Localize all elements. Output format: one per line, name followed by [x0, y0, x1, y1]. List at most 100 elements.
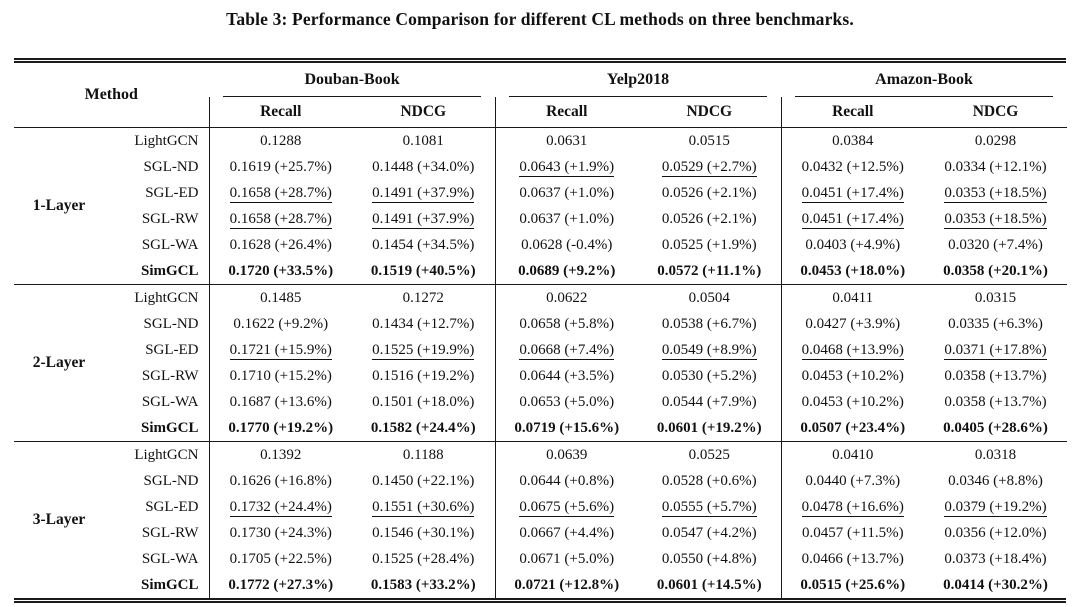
metric-value: 0.1619 (+25.7%): [208, 154, 353, 180]
table-row: SGL-RW 0.1658 (+28.7%) 0.1491 (+37.9%) 0.06…: [14, 206, 1067, 232]
method-name: SimGCL: [141, 419, 199, 436]
metric-value: 0.1622 (+9.2%): [208, 311, 353, 337]
underlined-metric-value: 0.0549 (+8.9%): [661, 341, 757, 360]
metric-value: 0.1485: [208, 284, 353, 311]
metric-value: 0.0504: [638, 284, 782, 311]
underlined-metric-value: 0.1551 (+30.6%): [372, 498, 475, 517]
metric-value: 0.0515 (+25.6%): [780, 572, 925, 598]
table-row: 1-Layer LightGCN 0.1288 0.1081 0.0631 0.0515 0…: [14, 127, 1067, 214]
layer-label: 2-Layer: [14, 284, 104, 442]
metric-value: 0.0384: [780, 127, 925, 154]
performance-table-frame: Method Douban-Book Yelp2018 Amazon-Book …: [14, 58, 1068, 603]
metric-value: 0.0315: [924, 284, 1068, 311]
metric-value: 0.1525 (+28.4%): [372, 550, 475, 567]
metric-value: 0.0631: [494, 127, 639, 154]
underlined-metric-value: 0.0353 (+18.5%): [944, 184, 1047, 203]
metric-value: 0.1519 (+40.5%): [370, 262, 476, 279]
underlined-metric-value: 0.1525 (+19.9%): [372, 341, 475, 360]
metric-value: 0.1730 (+24.3%): [208, 520, 353, 546]
underlined-metric-value: 0.0555 (+5.7%): [661, 498, 757, 517]
underlined-metric-value: 0.1658 (+28.7%): [229, 210, 332, 229]
metric-value: 0.0298: [974, 132, 1017, 149]
metric-value: 0.1626 (+16.8%): [208, 468, 353, 494]
metric-value: 0.0555 (+5.7%): [638, 494, 781, 520]
metric-value: 0.0334 (+12.1%): [944, 158, 1047, 175]
metric-value: 0.0478 (+16.6%): [780, 494, 925, 520]
underlined-metric-value: 0.0371 (+17.8%): [944, 341, 1047, 360]
metric-value: 0.1448 (+34.0%): [372, 158, 475, 175]
metric-value: 0.0689 (+9.2%): [494, 258, 639, 285]
metric-value: 0.0675 (+5.6%): [494, 494, 639, 520]
method-name: SGL-WA: [141, 236, 199, 253]
metric-value: 0.0639: [494, 441, 639, 468]
metric-value: 0.0721 (+12.8%): [494, 572, 639, 598]
metric-value: 0.0526 (+2.1%): [661, 184, 757, 201]
table-row: SGL-WA 0.1628 (+26.4%) 0.1454 (+34.5%) 0.06…: [14, 232, 1067, 258]
method-name: SGL-RW: [141, 524, 199, 541]
table-row: SGL-WA 0.1705 (+22.5%) 0.1525 (+28.4%) 0.06…: [14, 546, 1067, 572]
table-row: SGL-ND 0.1626 (+16.8%) 0.1450 (+22.1%) 0.06…: [14, 468, 1067, 494]
table-body: 1-Layer LightGCN 0.1288 0.1081 0.0631 0.0515 0…: [14, 127, 1068, 598]
underlined-metric-value: 0.0379 (+19.2%): [944, 498, 1047, 517]
metric-value: 0.0525 (+1.9%): [661, 236, 757, 253]
table-row: SimGCL 0.1770 (+19.2%) 0.1582 (+24.4%) 0.07…: [14, 415, 1067, 442]
metric-value: 0.0544 (+7.9%): [661, 393, 757, 410]
col-header-recall: Recall: [208, 97, 353, 128]
metric-value: 0.0671 (+5.0%): [494, 546, 639, 572]
method-name: SGL-ND: [143, 158, 199, 175]
metric-value: 0.0403 (+4.9%): [780, 232, 925, 258]
metric-value: 0.0601 (+19.2%): [656, 419, 762, 436]
metric-value: 0.1434 (+12.7%): [372, 315, 475, 332]
metric-value: 0.1450 (+22.1%): [372, 472, 475, 489]
metric-value: 0.0466 (+13.7%): [780, 546, 925, 572]
metric-value: 0.1732 (+24.4%): [208, 494, 353, 520]
metric-value: 0.0644 (+3.5%): [494, 363, 639, 389]
metric-value: 0.0622: [494, 284, 639, 311]
metric-value: 0.1392: [208, 441, 353, 468]
metric-value: 0.1658 (+28.7%): [208, 206, 353, 232]
layer-label: 1-Layer: [32, 197, 86, 214]
metric-value: 0.1081: [402, 132, 444, 149]
underlined-metric-value: 0.0643 (+1.9%): [519, 158, 615, 177]
underlined-metric-value: 0.0529 (+2.7%): [661, 158, 757, 177]
table-row: SGL-ED 0.1732 (+24.4%) 0.1551 (+30.6%) 0.06…: [14, 494, 1067, 520]
metric-value: 0.0320 (+7.4%): [948, 236, 1043, 253]
metric-value: 0.0637 (+1.0%): [494, 180, 639, 206]
col-header-ndcg: NDCG: [924, 97, 1068, 128]
performance-table: Method Douban-Book Yelp2018 Amazon-Book …: [14, 63, 1068, 598]
col-header-recall: Recall: [780, 97, 925, 128]
metric-value: 0.0719 (+15.6%): [494, 415, 639, 442]
underlined-metric-value: 0.1732 (+24.4%): [229, 498, 332, 517]
method-name: SimGCL: [141, 576, 199, 593]
method-name: SGL-RW: [141, 210, 199, 227]
metric-value: 0.1188: [352, 441, 496, 468]
metric-value: 0.1583 (+33.2%): [370, 576, 476, 593]
metric-value: 0.1720 (+33.5%): [208, 258, 353, 285]
metric-value: 0.1516 (+19.2%): [372, 367, 475, 384]
metric-value: 0.0528 (+0.6%): [661, 472, 757, 489]
metric-value: 0.0427 (+3.9%): [780, 311, 925, 337]
metric-value: 0.0538 (+6.7%): [661, 315, 757, 332]
method-name: SGL-WA: [141, 550, 199, 567]
method-name: SGL-ED: [145, 341, 199, 358]
method-name: SGL-RW: [141, 367, 199, 384]
metric-value: 0.1491 (+37.9%): [352, 206, 495, 232]
table-caption: Table 3: Performance Comparison for diff…: [226, 9, 854, 29]
metric-value: 0.0353 (+18.5%): [924, 180, 1067, 206]
metric-value: 0.1658 (+28.7%): [208, 180, 353, 206]
metric-value: 0.1628 (+26.4%): [208, 232, 353, 258]
underlined-metric-value: 0.0451 (+17.4%): [801, 184, 904, 203]
metric-value: 0.1772 (+27.3%): [208, 572, 353, 598]
metric-value: 0.1546 (+30.1%): [372, 524, 475, 541]
method-name: SGL-ED: [145, 184, 199, 201]
metric-value: 0.0440 (+7.3%): [780, 468, 925, 494]
underlined-metric-value: 0.0675 (+5.6%): [519, 498, 615, 517]
col-header-ndcg: NDCG: [352, 97, 496, 128]
method-name: SGL-ND: [143, 315, 199, 332]
metric-value: 0.1501 (+18.0%): [372, 393, 475, 410]
table-row: 3-Layer LightGCN 0.1392 0.1188 0.0639 0.0525 0…: [14, 441, 1068, 598]
metric-value: 0.0405 (+28.6%): [943, 419, 1048, 436]
table-row: SGL-ED 0.1658 (+28.7%) 0.1491 (+37.9%) 0.06…: [14, 180, 1067, 206]
table-row: SGL-ND 0.1619 (+25.7%) 0.1448 (+34.0%) 0.06…: [14, 154, 1067, 180]
metric-value: 0.0453 (+10.2%): [780, 389, 925, 415]
